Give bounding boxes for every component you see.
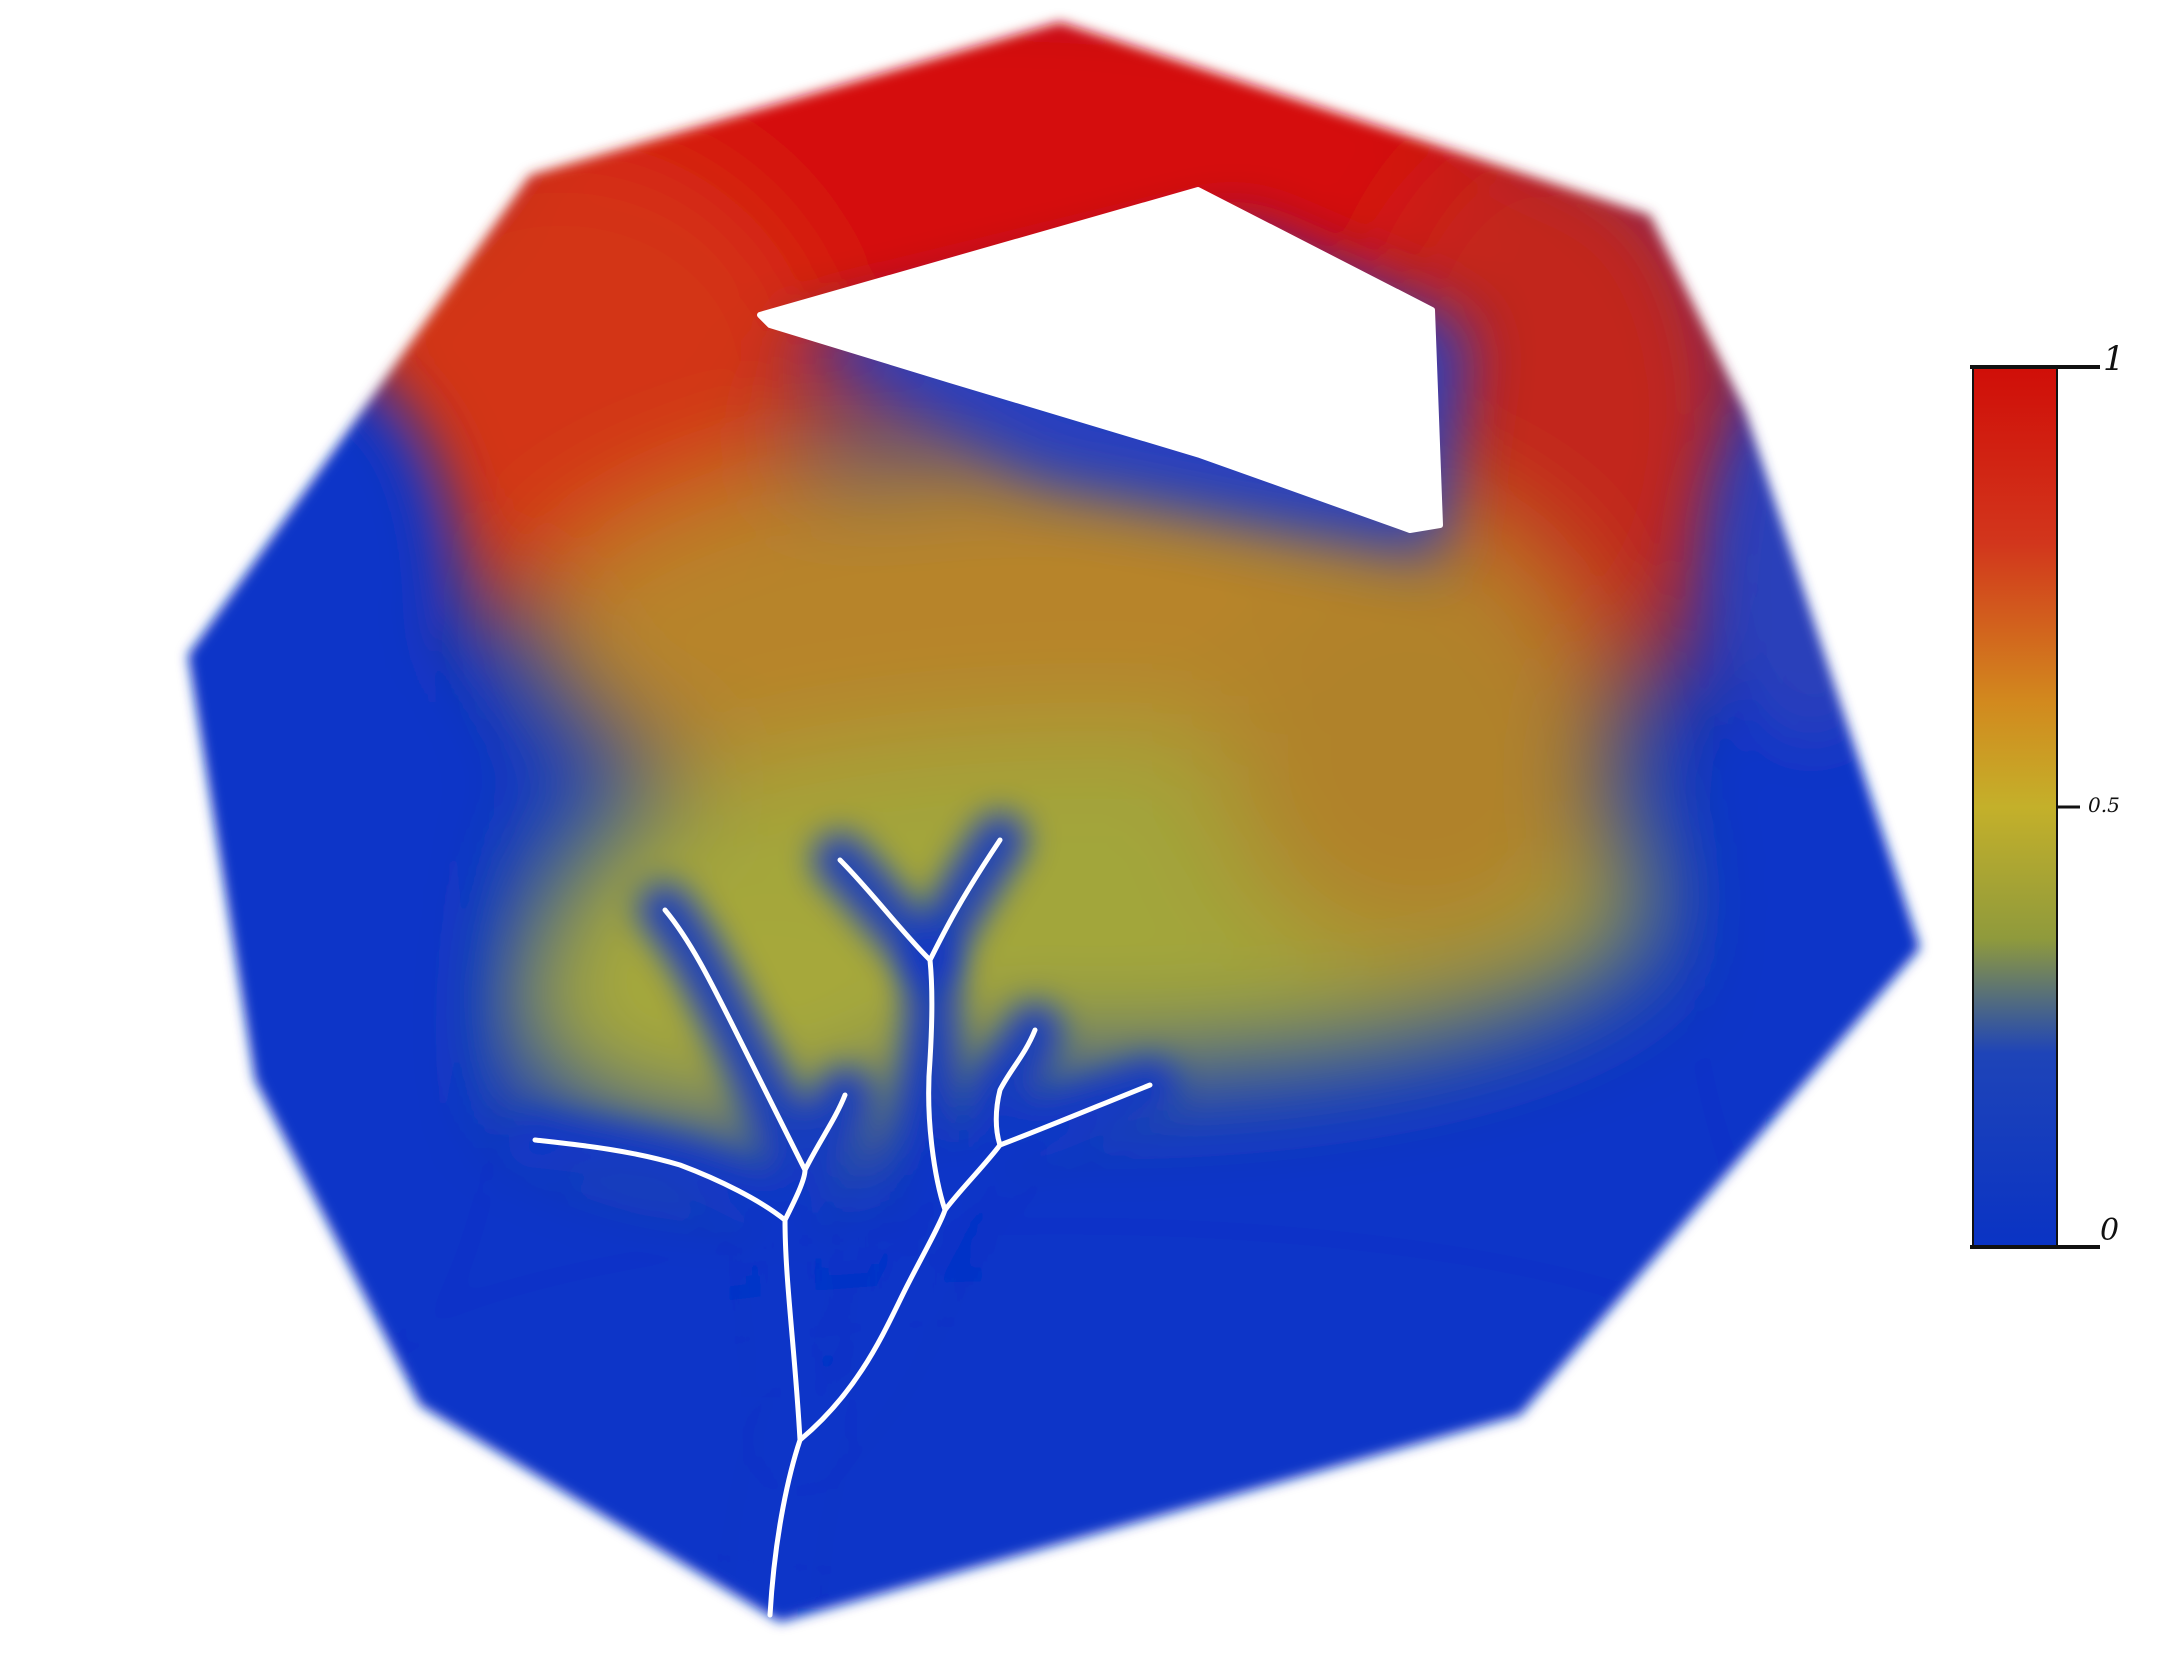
channel-left-stem [782, 1092, 848, 1443]
channel-right-branch [942, 1082, 1153, 1213]
colorbar: 1 0.5 0 [1970, 339, 2125, 1249]
channel-network [532, 837, 1153, 1618]
channel-upper-left-branch [662, 907, 808, 1173]
channel-right-twig [993, 1027, 1038, 1148]
channel-left-branch [532, 1137, 788, 1223]
colorbar-max-label: 1 [2103, 339, 2125, 379]
colorbar-mid-label: 0.5 [2088, 793, 2120, 817]
colorbar-gradient [1973, 367, 2057, 1247]
channel-center-branch [837, 857, 933, 963]
colorbar-min-label: 0 [2100, 1213, 2119, 1248]
obstacle-hole [757, 187, 1443, 533]
